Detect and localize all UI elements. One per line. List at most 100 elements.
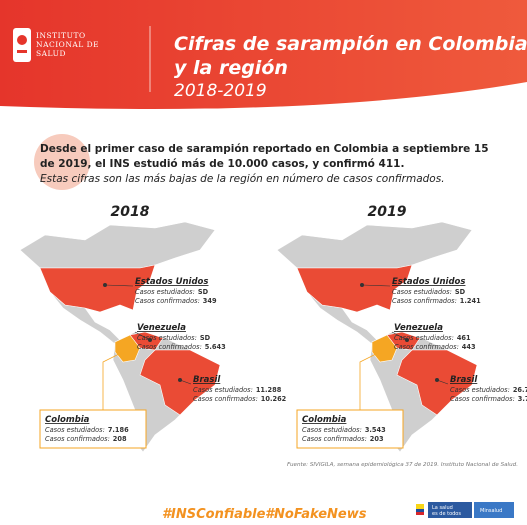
intro-bold: de 2019, el INS estudió más de 10.000 ca… xyxy=(40,158,404,170)
case-line: Casos confirmados: 203 xyxy=(302,435,384,443)
case-value: SD xyxy=(455,288,466,296)
colombia-box xyxy=(296,409,404,449)
leader-dot xyxy=(121,350,125,354)
case-value: 1.241 xyxy=(460,297,481,305)
leader-dot xyxy=(178,378,182,382)
leader-line xyxy=(359,351,381,410)
year: 2019 xyxy=(368,204,407,220)
case-label: Casos estudiados: xyxy=(137,334,197,342)
country-brasil xyxy=(396,349,478,416)
title: Cifras de sarampión en Colombia xyxy=(174,33,527,55)
case-label: Casos estudiados: xyxy=(450,386,510,394)
case-value: 7.186 xyxy=(108,426,129,434)
intro-italic: Estas cifras son las más bajas de la reg… xyxy=(40,173,445,185)
leader-line xyxy=(391,331,408,341)
country-name: Estados Unidos xyxy=(392,277,465,287)
case-value: SD xyxy=(198,288,209,296)
case-value: 461 xyxy=(457,334,471,342)
source: Fuente: SIVIGILA, semana epidemiológica … xyxy=(287,461,518,468)
case-line: Casos confirmados: 208 xyxy=(45,435,127,443)
case-line: Casos estudiados: SD xyxy=(137,334,211,342)
case-label: Casos estudiados: xyxy=(45,426,105,434)
case-line: Casos confirmados: 5.643 xyxy=(137,343,226,351)
case-line: Casos estudiados: 11.288 xyxy=(193,386,282,394)
case-label: Casos confirmados: xyxy=(394,343,459,351)
logo-text: SALUD xyxy=(36,49,66,58)
logo-text: NACIONAL DE xyxy=(36,40,99,49)
case-label: Casos confirmados: xyxy=(45,435,110,443)
leader-line xyxy=(102,351,124,410)
header-banner xyxy=(0,0,527,109)
leader-line xyxy=(134,331,151,341)
case-line: Casos confirmados:3.701 xyxy=(450,395,527,403)
case-value: 349 xyxy=(203,297,217,305)
gov-box xyxy=(428,502,472,518)
logo-text: INSTITUTO xyxy=(36,31,86,40)
country-colombia xyxy=(114,334,141,363)
gov-text: La salud xyxy=(432,505,453,511)
country-name: Colombia xyxy=(302,415,347,425)
country-name: Brasil xyxy=(193,375,221,385)
case-line: Casos confirmados: 1.241 xyxy=(392,297,481,305)
case-line: Casos estudiados: 7.186 xyxy=(45,426,129,434)
case-label: Casos estudiados: xyxy=(394,334,454,342)
gov-text: es de todos xyxy=(432,511,461,517)
case-line: Casos estudiados: SD xyxy=(135,288,209,296)
country-name: Colombia xyxy=(45,415,90,425)
decor-circle xyxy=(34,134,90,190)
country-brasil xyxy=(139,349,221,416)
case-label: Casos estudiados: xyxy=(392,288,452,296)
country-name: Estados Unidos xyxy=(135,277,208,287)
leader-dot xyxy=(103,283,107,287)
country-name: Brasil xyxy=(450,375,478,385)
ministry-box xyxy=(474,502,514,518)
flag xyxy=(416,509,424,512)
leader-dot xyxy=(360,283,364,287)
case-line: Casos confirmados: 10.262 xyxy=(193,395,287,403)
case-label: Casos confirmados: xyxy=(135,297,200,305)
case-value: SD xyxy=(200,334,211,342)
year: 2018 xyxy=(111,204,150,220)
case-line: Casos confirmados: 349 xyxy=(135,297,217,305)
subtitle: 2018-2019 xyxy=(174,81,267,101)
ministry: Minsalud xyxy=(480,508,502,514)
logo-icon-dot xyxy=(17,35,27,45)
case-label: Casos estudiados: xyxy=(193,386,253,394)
land xyxy=(19,221,216,269)
hashtag: #INSConfiable xyxy=(162,507,266,522)
leader-dot xyxy=(378,350,382,354)
country-usa xyxy=(296,264,413,313)
country-name: Venezuela xyxy=(137,323,186,333)
case-line: Casos confirmados: 443 xyxy=(394,343,476,351)
case-label: Casos estudiados: xyxy=(302,426,362,434)
case-line: Casos estudiados: 3.543 xyxy=(302,426,386,434)
leader-dot xyxy=(405,338,409,342)
leader-line xyxy=(104,284,134,287)
case-label: Casos confirmados: xyxy=(137,343,202,351)
leader-dot xyxy=(148,338,152,342)
title: y la región xyxy=(174,57,288,79)
case-value: 443 xyxy=(462,343,476,351)
logo-icon-bar xyxy=(17,50,27,53)
country-colombia xyxy=(371,334,398,363)
case-value: 3.543 xyxy=(365,426,386,434)
flag xyxy=(416,504,424,509)
leader-dot xyxy=(435,378,439,382)
case-value: 208 xyxy=(113,435,127,443)
country-name: Venezuela xyxy=(394,323,443,333)
leader-line xyxy=(361,284,391,287)
case-value: 11.288 xyxy=(256,386,282,394)
country-usa xyxy=(39,264,156,313)
land xyxy=(276,221,473,269)
case-value: 26.714 xyxy=(513,386,527,394)
case-value: 3.701 xyxy=(518,395,527,403)
case-line: Casos estudiados: 461 xyxy=(394,334,471,342)
colombia-box xyxy=(39,409,147,449)
case-label: Casos confirmados: xyxy=(302,435,367,443)
hashtag: #NoFakeNews xyxy=(265,507,367,522)
flag xyxy=(416,512,424,515)
